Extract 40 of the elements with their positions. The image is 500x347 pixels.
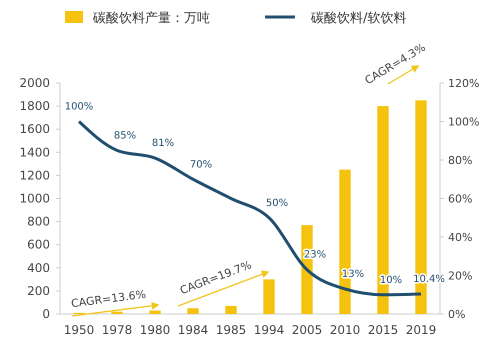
y2-tick-label: 80% [448,154,472,167]
x-tick-label: 1978 [102,323,132,337]
y2-tick-label: 20% [448,270,472,282]
x-tick-label: 2005 [292,323,322,337]
y-tick-label: 1800 [19,99,50,114]
y-tick-label: 1400 [19,145,50,160]
x-tick-label: 1994 [254,323,284,337]
bar [187,308,199,314]
y-tick-label: 600 [27,238,50,252]
x-tick-label: 2015 [368,323,398,337]
data-label: 85% [114,130,136,142]
y-tick-label: 1600 [19,122,50,136]
x-tick-label: 1950 [64,323,94,337]
bar [263,279,275,314]
y2-tick-label: 40% [448,231,472,244]
x-tick-label: 2019 [406,323,436,337]
y-tick-label: 800 [27,214,50,229]
y2-tick-label: 60% [448,192,472,206]
data-label: 50% [266,198,288,209]
y-tick-label: 2000 [19,76,50,90]
data-label: 81% [152,138,174,150]
y-tick-label: 1200 [19,168,50,182]
data-label: 70% [190,159,212,170]
legend-label: 碳酸饮料产量：万吨 [92,11,210,26]
y-tick-label: 0 [42,307,50,321]
legend-label: 碳酸饮料/软饮料 [310,11,406,26]
bar [149,310,161,314]
y-tick-label: 1000 [19,192,50,206]
y-tick-label: 400 [27,260,50,275]
x-tick-label: 1980 [140,323,170,337]
x-tick-label: 1985 [216,323,246,337]
data-label: 100% [64,102,94,112]
y2-tick-label: 0% [448,308,466,321]
y2-tick-label: 100% [448,116,480,128]
annotation: CAGR=13.6% [70,288,147,310]
x-tick-label: 1984 [178,323,208,337]
y-tick-label: 200 [27,284,50,298]
x-tick-label: 2010 [330,323,360,337]
y2-tick-label: 120% [448,77,480,90]
bar [225,306,237,314]
